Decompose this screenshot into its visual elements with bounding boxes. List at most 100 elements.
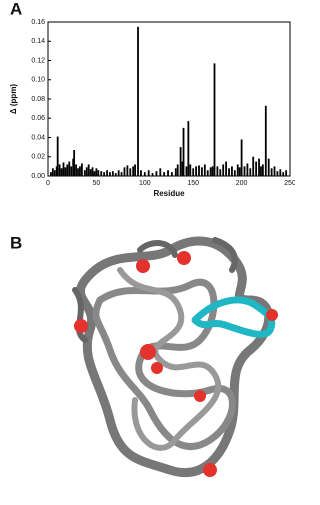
bar <box>70 166 73 176</box>
bar <box>126 165 129 176</box>
x-tick-label: 100 <box>139 180 151 187</box>
bar <box>174 168 177 176</box>
bar <box>258 158 260 176</box>
bar <box>64 167 67 176</box>
bar <box>167 170 169 176</box>
plot-frame <box>47 21 291 177</box>
x-tick-label: 150 <box>187 180 199 187</box>
protein-structure <box>72 236 278 478</box>
bar <box>276 171 279 176</box>
panel-label: B <box>10 233 22 252</box>
y-tick-label: 0.14 <box>31 38 45 45</box>
bar <box>243 166 246 176</box>
bar <box>103 172 106 176</box>
bar <box>219 169 222 176</box>
bar <box>182 127 185 176</box>
y-tick-label: 0.04 <box>31 134 45 141</box>
bar <box>261 164 264 176</box>
bar <box>87 164 90 176</box>
bar <box>80 163 83 176</box>
bar <box>62 162 65 176</box>
bar <box>213 63 216 177</box>
y-tick-label: 0.02 <box>31 154 45 161</box>
bar <box>246 163 249 176</box>
panel-label: A <box>10 0 22 18</box>
sphere <box>140 344 156 360</box>
y-tick-label: 0.08 <box>31 96 45 103</box>
bar <box>240 139 243 176</box>
sphere <box>203 463 217 477</box>
bar <box>85 167 88 176</box>
bar <box>252 156 255 176</box>
bar <box>201 167 203 176</box>
bar <box>114 173 117 176</box>
bar <box>233 170 236 176</box>
bar <box>100 171 103 176</box>
bar <box>60 168 63 176</box>
bar <box>111 171 114 176</box>
bar <box>137 26 139 176</box>
bar <box>129 168 132 176</box>
bar <box>140 170 142 176</box>
x-axis-label: Residue <box>153 189 185 198</box>
x-tick-label: 0 <box>46 180 50 187</box>
bar <box>203 164 206 176</box>
bar <box>222 164 225 176</box>
bar <box>79 166 81 176</box>
bar <box>179 147 182 176</box>
y-tick-label: 0.12 <box>31 57 45 64</box>
sphere <box>194 390 206 402</box>
bar <box>151 173 154 176</box>
bar <box>198 165 200 176</box>
bar <box>264 105 267 176</box>
bar <box>50 172 52 176</box>
bar <box>185 166 188 176</box>
bar <box>89 169 92 176</box>
bar <box>273 166 276 176</box>
sphere <box>136 259 150 273</box>
bar <box>187 121 190 176</box>
bar <box>106 170 108 176</box>
bar <box>117 170 120 176</box>
bar <box>109 172 111 176</box>
bar <box>147 170 150 176</box>
bar <box>56 136 59 176</box>
y-tick-label: 0.00 <box>31 173 45 180</box>
bar <box>77 168 79 176</box>
bar <box>75 164 77 176</box>
bar <box>206 170 209 176</box>
bar <box>249 168 252 176</box>
bar <box>189 164 192 176</box>
y-tick-label: 0.16 <box>31 19 45 26</box>
y-tick-label: 0.10 <box>31 77 45 84</box>
backbone <box>72 237 238 343</box>
y-tick-label: 0.06 <box>31 115 45 122</box>
bar <box>73 150 76 176</box>
sphere <box>74 319 88 333</box>
bar <box>68 161 71 176</box>
bar <box>231 166 233 176</box>
bar <box>192 168 195 176</box>
bar <box>66 164 69 176</box>
bar <box>181 161 184 176</box>
sphere <box>266 309 278 321</box>
sphere <box>151 362 163 374</box>
bar <box>143 172 146 176</box>
bar <box>176 164 179 176</box>
bar <box>72 158 75 176</box>
bar <box>285 170 288 176</box>
bar <box>97 170 100 176</box>
bar <box>91 167 94 176</box>
bar <box>123 167 126 176</box>
bar <box>93 171 96 176</box>
bar <box>159 168 162 176</box>
bar <box>282 172 285 176</box>
bar <box>55 166 58 176</box>
bar <box>228 168 230 176</box>
bar <box>120 172 123 176</box>
bar <box>171 172 173 176</box>
bar <box>267 158 270 176</box>
x-tick-label: 250 <box>284 180 295 187</box>
x-tick-label: 200 <box>236 180 248 187</box>
bar <box>58 164 61 176</box>
